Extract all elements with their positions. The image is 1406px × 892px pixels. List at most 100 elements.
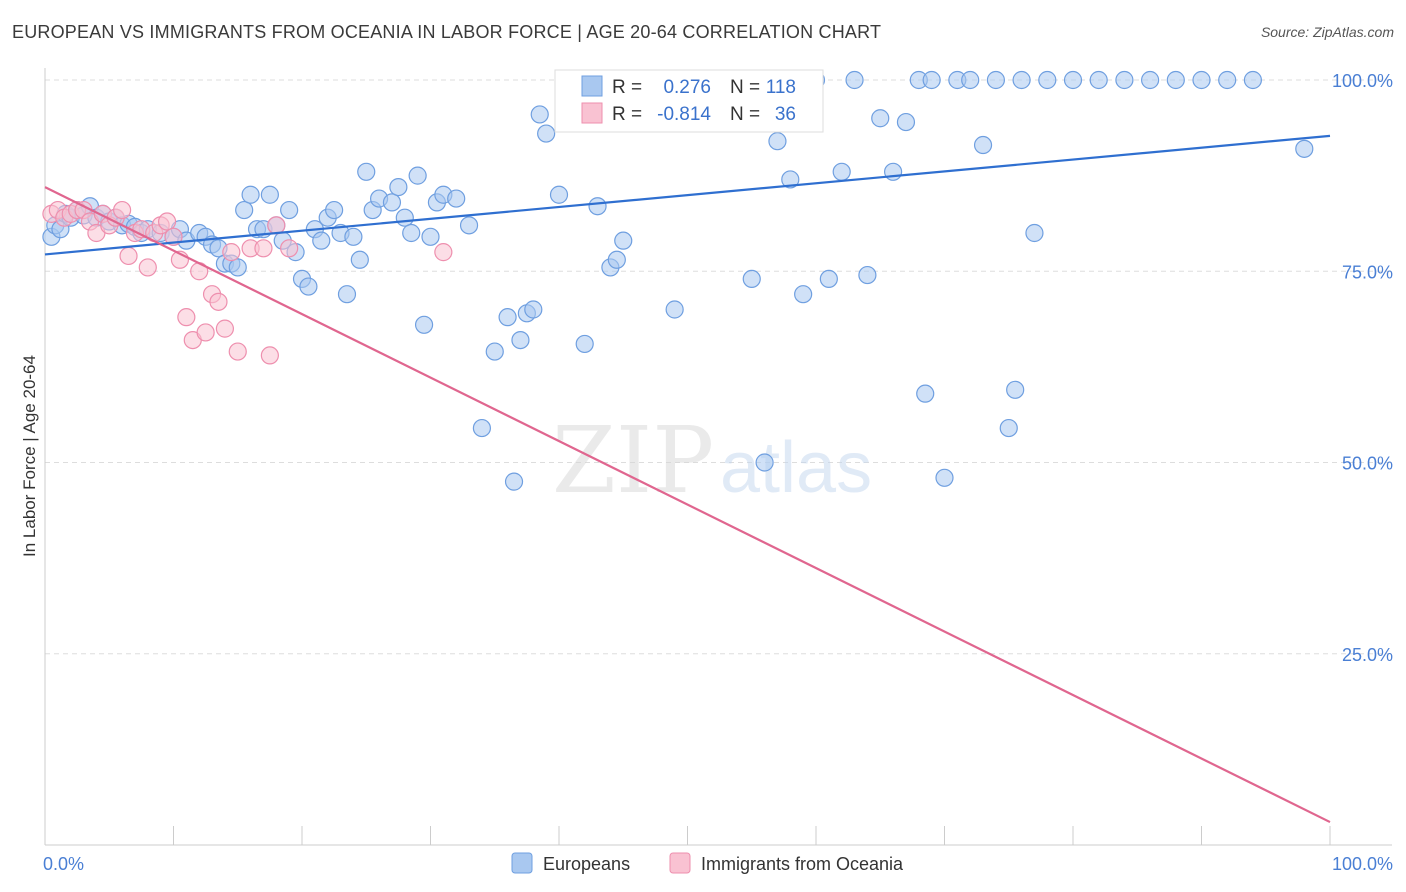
europeans-point [241, 185, 260, 204]
europeans-point [228, 258, 247, 277]
europeans-point [1038, 70, 1057, 90]
stats-swatch-europeans [581, 75, 603, 97]
x-tick-label: 0.0% [43, 854, 84, 874]
chart-title: EUROPEAN VS IMMIGRANTS FROM OCEANIA IN L… [12, 22, 882, 42]
europeans-point [408, 166, 427, 185]
europeans-point [485, 342, 504, 361]
oceania-point [209, 292, 228, 311]
watermark-atlas: atlas [720, 428, 872, 508]
oceania-point [280, 239, 299, 258]
oceania-point [138, 258, 157, 277]
oceania-point [177, 308, 196, 327]
europeans-point [858, 265, 877, 285]
europeans-point [1006, 380, 1025, 399]
stats-r-label-1: R = [612, 77, 642, 98]
europeans-point [1025, 223, 1044, 243]
grid-lines [45, 79, 1392, 655]
stats-box: R = 0.276 N = 118 R = -0.814 N = 36 [554, 69, 824, 133]
y-tick-label: 100.0% [1332, 71, 1393, 91]
europeans-point [768, 132, 787, 151]
europeans-point [986, 70, 1006, 90]
europeans-point [350, 250, 369, 269]
stats-swatch-oceania [581, 102, 603, 124]
europeans-point [1063, 70, 1083, 90]
europeans-point [260, 185, 279, 204]
europeans-point [916, 384, 935, 403]
source-credit: Source: ZipAtlas.com [1260, 24, 1394, 40]
europeans-point [935, 468, 954, 487]
stats-r-label-2: R = [612, 104, 642, 125]
legend-swatch-europeans [511, 852, 533, 874]
y-tick-label: 75.0% [1342, 262, 1393, 282]
europeans-point [1115, 70, 1134, 90]
europeans-point [665, 300, 684, 319]
europeans-point [588, 197, 607, 216]
oceania-point [222, 243, 241, 262]
stats-r-value-1: 0.276 [663, 77, 711, 98]
europeans-point [575, 334, 594, 354]
europeans-point [1295, 139, 1314, 158]
europeans-point [414, 315, 434, 334]
europeans-point [325, 200, 344, 220]
europeans-point [530, 105, 549, 124]
legend-swatch-oceania [669, 852, 691, 874]
x-tick-label: 100.0% [1332, 854, 1393, 874]
oceania-point [228, 342, 247, 361]
europeans-point [781, 170, 800, 189]
europeans-point [344, 227, 363, 246]
europeans-point [999, 418, 1018, 438]
europeans-point [537, 124, 556, 143]
europeans-point [1012, 70, 1031, 90]
europeans-point [961, 70, 980, 90]
europeans-point [1140, 70, 1160, 90]
europeans-point [357, 162, 376, 181]
europeans-point [1218, 70, 1237, 90]
europeans-point [504, 472, 524, 491]
europeans-point [395, 208, 414, 227]
stats-n-label-1: N = [730, 77, 760, 98]
europeans-point [871, 109, 890, 128]
europeans-point [235, 200, 254, 220]
europeans-point [337, 285, 357, 304]
legend-label-oceania: Immigrants from Oceania [701, 854, 904, 874]
europeans-point [1192, 70, 1211, 90]
oceania-point [157, 212, 177, 231]
europeans-point [1243, 70, 1263, 90]
europeans-point [472, 418, 491, 438]
oceania-trend-line [44, 186, 1331, 824]
europeans-point [755, 453, 774, 472]
trend-lines [44, 134, 1331, 824]
europeans-point [845, 70, 864, 90]
stats-n-value-1: 118 [766, 77, 796, 98]
oceania-point [112, 200, 132, 220]
europeans-point [459, 216, 479, 235]
europeans-point [382, 193, 402, 212]
watermark: ZIP atlas [552, 407, 872, 514]
oceania-point [267, 216, 286, 235]
europeans-point [922, 70, 941, 90]
watermark-zip: ZIP [552, 407, 714, 514]
oceania-point [434, 243, 453, 262]
europeans-point [402, 223, 421, 243]
europeans-point [511, 331, 530, 350]
europeans-point [896, 112, 916, 132]
oceania-point [260, 346, 279, 365]
europeans-point [524, 300, 543, 319]
europeans-point [607, 250, 626, 269]
europeans-point [389, 178, 408, 197]
oceania-point [215, 319, 234, 338]
y-tick-label: 25.0% [1342, 645, 1393, 665]
europeans-trend-line [44, 134, 1331, 256]
legend: Europeans Immigrants from Oceania [511, 852, 904, 874]
oceania-point [196, 323, 215, 342]
y-tick-label: 50.0% [1342, 454, 1393, 474]
europeans-point [794, 285, 813, 304]
oceania-point [254, 239, 273, 258]
legend-label-europeans: Europeans [543, 854, 630, 874]
oceania-point [119, 246, 138, 266]
europeans-point [832, 162, 851, 181]
europeans-point [299, 277, 318, 296]
axes [44, 68, 1392, 846]
tick-labels: 25.0% 50.0% 75.0% 100.0% 0.0% 100.0% [43, 71, 1393, 874]
